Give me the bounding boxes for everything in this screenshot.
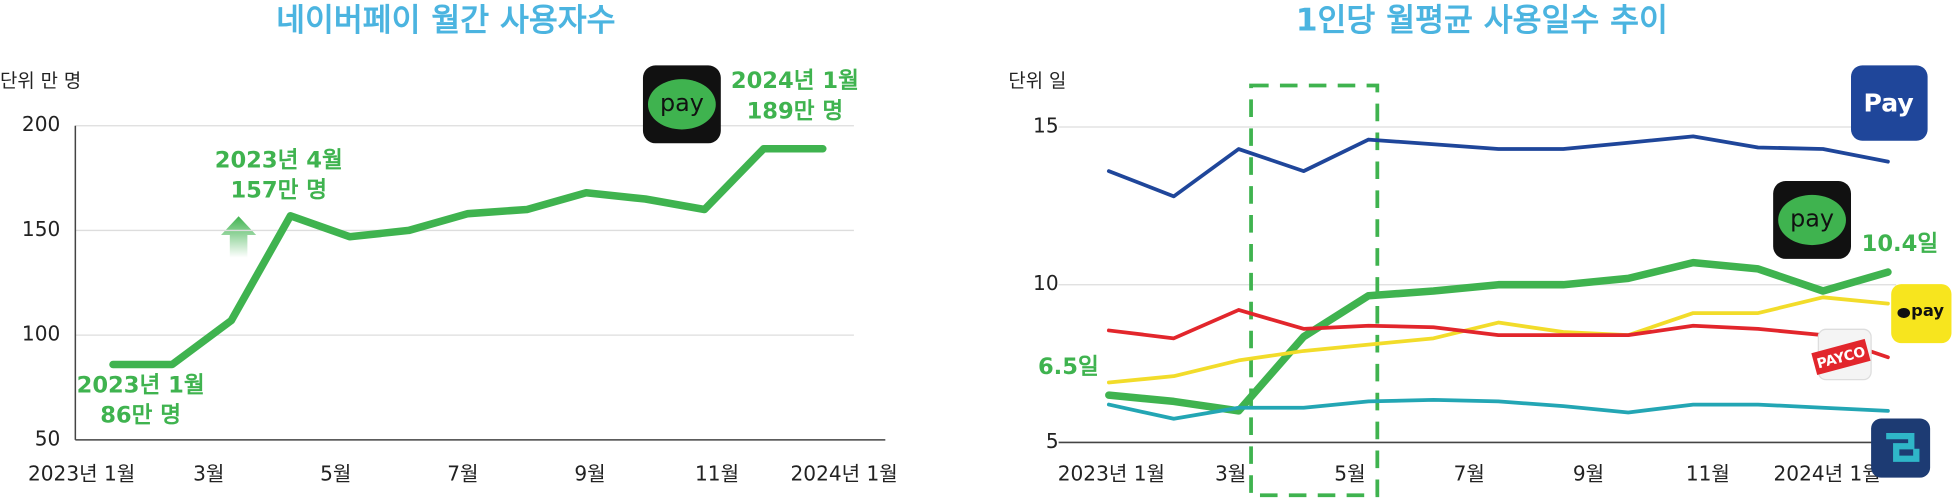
logo-mark xyxy=(1897,307,1911,319)
x-tick-label: 3월 xyxy=(1215,462,1246,486)
unit-label: 단위 일 xyxy=(1008,70,1066,92)
logo-bg xyxy=(1891,284,1952,344)
y-tick-label: 15 xyxy=(1033,113,1059,137)
y-tick-label: 10 xyxy=(1033,271,1059,295)
legend-item: pay xyxy=(642,65,721,144)
legend-item: pay xyxy=(1891,284,1952,344)
data-label: 10.4일 xyxy=(1862,231,1939,257)
x-tick-label: 2023년 1월 xyxy=(1058,462,1165,486)
logo-mark xyxy=(1811,338,1871,376)
x-tick-label: 9월 xyxy=(574,462,605,486)
x-tick-label: 5월 xyxy=(1334,462,1365,486)
data-label: 6.5일 xyxy=(1038,354,1099,380)
chart-title: 네이버페이 월간 사용자수 xyxy=(276,2,615,38)
logo-mark xyxy=(647,79,716,130)
series-line xyxy=(1106,397,1890,421)
chart-title: 1인당 월평균 사용일수 추이 xyxy=(1296,2,1668,38)
y-tick-label: 150 xyxy=(22,217,60,241)
x-tick-label: 2024년 1월 xyxy=(1774,462,1881,486)
legend-label: Pay xyxy=(1864,88,1914,117)
legend-item: pay xyxy=(1773,180,1852,259)
series-line xyxy=(109,144,827,369)
x-tick-label: 2024년 1월 xyxy=(791,462,898,486)
y-tick-label: 100 xyxy=(22,322,60,346)
legend-label: pay xyxy=(1790,204,1834,232)
up-arrow xyxy=(221,216,257,258)
annotation: 157만 명 xyxy=(230,178,327,204)
legend-item xyxy=(1871,418,1931,478)
legend-item: Pay xyxy=(1851,65,1928,141)
x-tick-label: 5월 xyxy=(320,462,351,486)
y-tick-label: 5 xyxy=(1046,429,1059,453)
logo-mark xyxy=(1778,194,1846,246)
x-tick-label: 7월 xyxy=(1454,462,1485,486)
x-tick-label: 3월 xyxy=(193,462,224,486)
logo-bg xyxy=(1851,65,1928,141)
series-line xyxy=(1105,258,1892,415)
series-line xyxy=(1106,308,1890,360)
legend-label: pay xyxy=(660,89,704,117)
annotation: 2023년 4월 xyxy=(215,147,343,173)
legend-item: PAYCO xyxy=(1811,328,1872,381)
annotation: 2023년 1월 xyxy=(77,372,205,398)
highlight-box xyxy=(1249,83,1380,498)
annotation: 2024년 1월 xyxy=(731,68,859,94)
y-tick-label: 200 xyxy=(22,112,60,136)
x-tick-label: 11월 xyxy=(1686,462,1730,486)
series-line xyxy=(1106,295,1890,385)
y-tick-label: 50 xyxy=(35,426,61,450)
x-tick-label: 2023년 1월 xyxy=(28,462,135,486)
x-tick-label: 7월 xyxy=(447,462,478,486)
series-line xyxy=(1106,134,1890,199)
unit-label: 단위 만 명 xyxy=(0,70,81,92)
legend-label: pay xyxy=(1911,301,1944,320)
annotation: 86만 명 xyxy=(100,403,181,429)
annotation: 189만 명 xyxy=(747,98,844,124)
x-tick-label: 9월 xyxy=(1573,462,1604,486)
logo-mark xyxy=(1886,433,1920,462)
x-tick-label: 11월 xyxy=(695,462,739,486)
